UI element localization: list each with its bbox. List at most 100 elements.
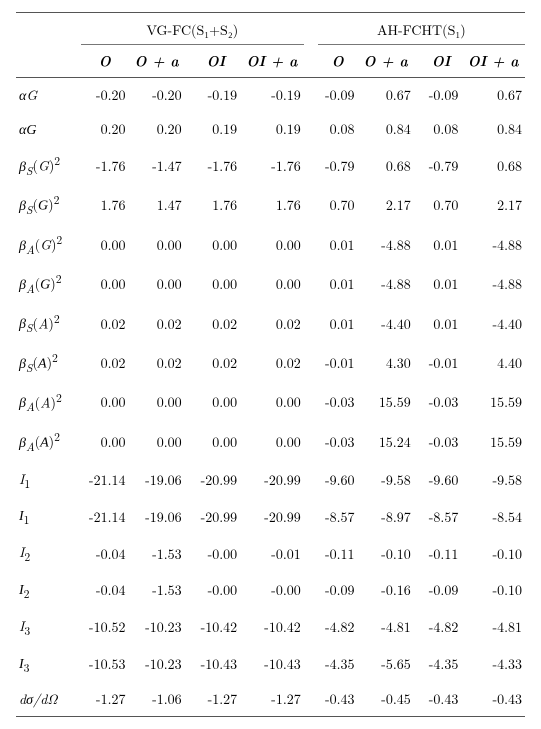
- cell: -10.43: [185, 646, 240, 683]
- cell: 1.76: [185, 185, 240, 224]
- table-body: αG-0.20-0.20-0.19-0.19-0.090.67-0.090.67…: [16, 78, 525, 717]
- cell: 0.00: [240, 225, 304, 264]
- gap-cell: [304, 383, 318, 422]
- cell: 0.68: [358, 146, 414, 185]
- gap-cell: [304, 146, 318, 185]
- cell: 0.19: [185, 112, 240, 146]
- gap-cell: [304, 304, 318, 343]
- table-row: αG0.200.200.190.190.080.840.080.84: [16, 112, 525, 146]
- cell: 0.01: [414, 264, 462, 303]
- cell: -4.88: [358, 225, 414, 264]
- cell: -0.20: [81, 78, 129, 113]
- subhead-OI: OI: [185, 45, 240, 78]
- cell: 0.01: [414, 304, 462, 343]
- gap-cell: [304, 225, 318, 264]
- row-label: αG: [16, 78, 81, 113]
- row-label: βS(A)2: [16, 304, 81, 343]
- cell: -10.43: [240, 646, 304, 683]
- cell: -10.42: [185, 609, 240, 646]
- cell: -0.03: [318, 422, 358, 461]
- cell: -0.79: [414, 146, 462, 185]
- cell: -8.54: [461, 498, 525, 535]
- row-label: βS(G)2: [16, 146, 81, 185]
- cell: -20.99: [185, 462, 240, 499]
- cell: -20.99: [185, 498, 240, 535]
- table-row: βA(A)20.000.000.000.00-0.0315.59-0.0315.…: [16, 383, 525, 422]
- row-label: I2: [16, 572, 81, 609]
- cell: -10.52: [81, 609, 129, 646]
- cell: -20.99: [240, 462, 304, 499]
- cell: -0.09: [318, 78, 358, 113]
- cell: -4.35: [414, 646, 462, 683]
- group2-header: AH-FCHT(S₁): [318, 13, 525, 45]
- gap-subhead: [304, 45, 318, 78]
- cell: -4.81: [358, 609, 414, 646]
- cell: -8.57: [414, 498, 462, 535]
- cell: -0.01: [240, 535, 304, 572]
- cell: -0.19: [240, 78, 304, 113]
- gap-cell: [304, 78, 318, 113]
- cell: -10.23: [128, 609, 184, 646]
- gap-cell: [304, 682, 318, 717]
- cell: 0.00: [128, 422, 184, 461]
- cell: 0.00: [81, 383, 129, 422]
- cell: 4.30: [358, 343, 414, 382]
- cell: 2.17: [358, 185, 414, 224]
- cell: -9.60: [318, 462, 358, 499]
- subhead-O-2: O: [318, 45, 358, 78]
- cell: 0.00: [185, 422, 240, 461]
- cell: 0.00: [81, 225, 129, 264]
- table-row: βA(A)20.000.000.000.00-0.0315.24-0.0315.…: [16, 422, 525, 461]
- cell: -1.06: [128, 682, 184, 717]
- cell: -4.81: [461, 609, 525, 646]
- cell: -8.57: [318, 498, 358, 535]
- cell: -0.09: [318, 572, 358, 609]
- cell: 0.00: [240, 422, 304, 461]
- cell: -0.11: [318, 535, 358, 572]
- cell: -1.47: [128, 146, 184, 185]
- cell: -10.23: [128, 646, 184, 683]
- cell: 0.70: [318, 185, 358, 224]
- cell: -4.88: [358, 264, 414, 303]
- cell: 0.67: [461, 78, 525, 113]
- cell: 1.76: [240, 185, 304, 224]
- cell: 0.20: [81, 112, 129, 146]
- cell: -0.03: [318, 383, 358, 422]
- table-row: I2-0.04-1.53-0.00-0.00-0.09-0.16-0.09-0.…: [16, 572, 525, 609]
- cell: -4.82: [318, 609, 358, 646]
- cell: 0.84: [358, 112, 414, 146]
- table-row: I1-21.14-19.06-20.99-20.99-9.60-9.58-9.6…: [16, 462, 525, 499]
- cell: -0.00: [240, 572, 304, 609]
- cell: 15.59: [358, 383, 414, 422]
- cell: -4.88: [461, 264, 525, 303]
- cell: 0.00: [128, 383, 184, 422]
- cell: -0.09: [414, 78, 462, 113]
- gap-cell: [304, 185, 318, 224]
- cell: -4.40: [358, 304, 414, 343]
- cell: -0.16: [358, 572, 414, 609]
- row-label: βA(A)2: [16, 383, 81, 422]
- cell: 0.00: [185, 225, 240, 264]
- cell: 0.00: [128, 264, 184, 303]
- cell: -19.06: [128, 498, 184, 535]
- cell: 0.01: [414, 225, 462, 264]
- cell: 0.00: [128, 225, 184, 264]
- cell: -0.03: [414, 422, 462, 461]
- cell: 0.70: [414, 185, 462, 224]
- row-label: dσ/dΩ: [16, 682, 81, 717]
- cell: -0.00: [185, 572, 240, 609]
- cell: 0.02: [240, 304, 304, 343]
- cell: -0.79: [318, 146, 358, 185]
- cell: -0.11: [414, 535, 462, 572]
- subhead-Oa: O + a: [128, 45, 184, 78]
- cell: 0.68: [461, 146, 525, 185]
- gap-header: [304, 13, 318, 45]
- cell: 0.00: [81, 422, 129, 461]
- table-row: αG-0.20-0.20-0.19-0.19-0.090.67-0.090.67: [16, 78, 525, 113]
- table-row: βS(G)21.761.471.761.760.702.170.702.17: [16, 185, 525, 224]
- table-row: βS(A)20.020.020.020.02-0.014.30-0.014.40: [16, 343, 525, 382]
- cell: 0.67: [358, 78, 414, 113]
- cell: -4.35: [318, 646, 358, 683]
- table-row: I3-10.53-10.23-10.43-10.43-4.35-5.65-4.3…: [16, 646, 525, 683]
- cell: 0.02: [81, 304, 129, 343]
